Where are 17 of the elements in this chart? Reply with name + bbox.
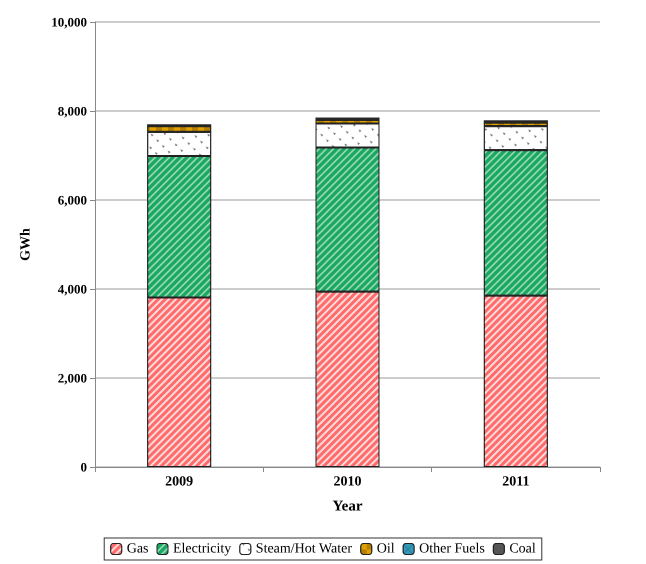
y-tick-label: 8,000 bbox=[58, 104, 87, 118]
y-tick-label: 6,000 bbox=[58, 192, 87, 208]
y-tick-label: 4,000 bbox=[58, 282, 87, 296]
y-axis-title: GWh bbox=[18, 228, 34, 261]
y-tick-label: 0 bbox=[80, 460, 87, 474]
legend-label: Coal bbox=[509, 542, 536, 556]
legend-label: Steam/Hot Water bbox=[256, 542, 352, 556]
y-tick-label: 2,000 bbox=[58, 370, 87, 386]
legend-label: Electricity bbox=[172, 542, 232, 556]
x-tick-label: 2011 bbox=[502, 474, 530, 490]
legend-label: Other Fuels bbox=[419, 542, 485, 556]
y-tick-label: 10,000 bbox=[51, 14, 87, 30]
x-tick-label: 2010 bbox=[334, 474, 362, 490]
x-axis-title: Year bbox=[332, 498, 363, 514]
x-tick-label: 2009 bbox=[165, 474, 194, 490]
legend-label: Oil bbox=[376, 542, 395, 556]
legend-label: Gas bbox=[126, 542, 148, 556]
